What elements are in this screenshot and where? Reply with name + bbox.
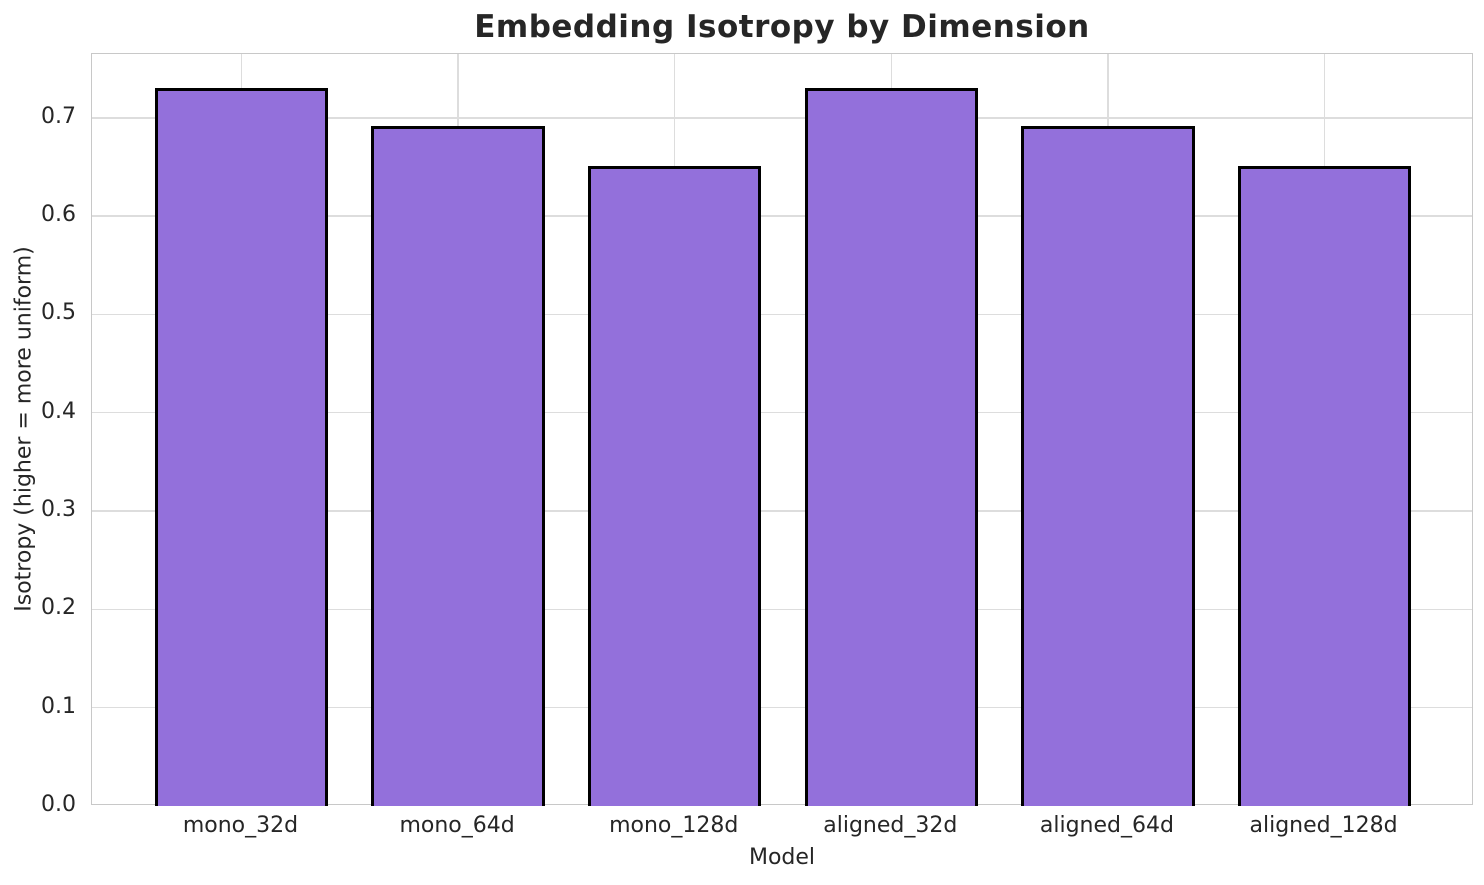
x-tick-label: aligned_64d <box>1039 813 1174 838</box>
x-tick-label: mono_32d <box>182 813 299 838</box>
bar-aligned_128d <box>1237 165 1412 806</box>
gridline-horizontal <box>92 706 1472 709</box>
y-tick-label: 0.4 <box>41 398 76 424</box>
x-tick-label: aligned_32d <box>823 813 958 838</box>
plot-area <box>91 53 1473 806</box>
bar-aligned_64d <box>1021 126 1195 806</box>
gridline-horizontal <box>92 510 1472 512</box>
bar-mono_64d <box>371 126 545 806</box>
y-tick-label: 0.1 <box>41 693 76 719</box>
gridline-horizontal <box>92 313 1472 316</box>
gridline-horizontal <box>92 117 1472 119</box>
y-tick-label: 0.3 <box>41 497 76 523</box>
bar-aligned_32d <box>804 87 978 806</box>
gridline-horizontal <box>92 215 1472 217</box>
bar-mono_32d <box>154 87 329 806</box>
y-tick-label: 0.0 <box>41 792 76 817</box>
chart-title: Embedding Isotropy by Dimension <box>474 9 1090 45</box>
x-tick-label: mono_128d <box>609 813 739 838</box>
x-tick-label: mono_64d <box>399 813 515 838</box>
y-tick-label: 0.5 <box>41 300 76 326</box>
y-tick-label: 0.2 <box>41 595 76 621</box>
gridline-horizontal <box>92 412 1472 414</box>
x-axis-label: Model <box>748 845 816 870</box>
gridline-horizontal <box>92 608 1472 611</box>
y-tick-label: 0.7 <box>41 103 76 129</box>
x-tick-label: aligned_128d <box>1249 813 1398 838</box>
y-tick-label: 0.6 <box>41 202 76 228</box>
bar-mono_128d <box>588 165 762 806</box>
